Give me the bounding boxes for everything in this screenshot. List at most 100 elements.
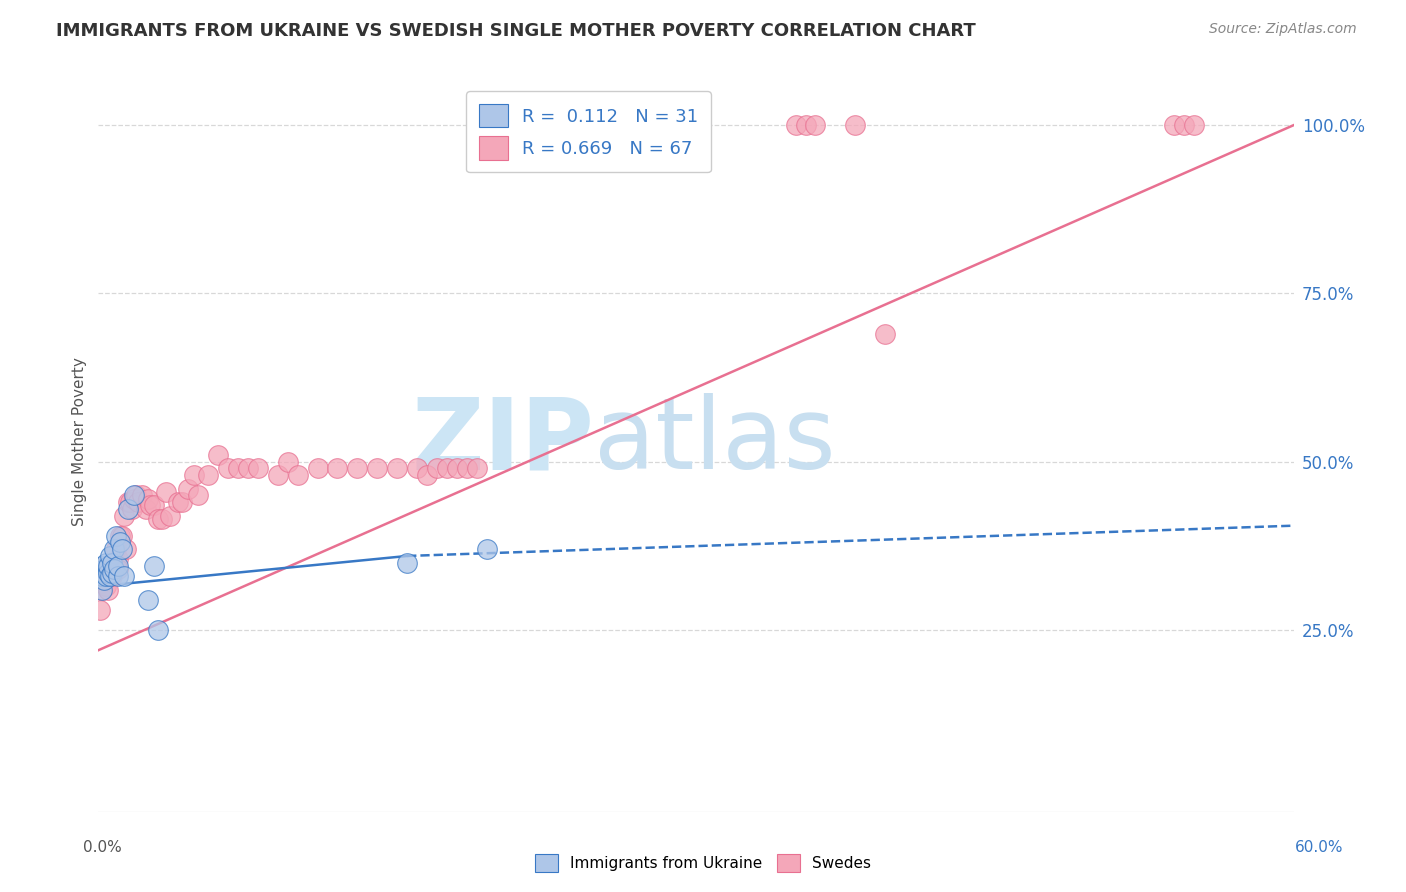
Point — [93, 566, 115, 580]
Point — [135, 501, 157, 516]
Point — [148, 623, 170, 637]
Point — [89, 562, 111, 576]
Point — [112, 569, 135, 583]
Point — [97, 566, 120, 580]
Point — [93, 569, 115, 583]
Point — [101, 556, 124, 570]
Text: atlas: atlas — [595, 393, 837, 490]
Point — [91, 582, 114, 597]
Point — [426, 461, 449, 475]
Point — [136, 491, 159, 506]
Point — [107, 552, 129, 566]
Legend: Immigrants from Ukraine, Swedes: Immigrants from Ukraine, Swedes — [527, 846, 879, 880]
Point — [91, 569, 114, 583]
Point — [446, 461, 468, 475]
Point — [110, 535, 132, 549]
Point — [97, 559, 120, 574]
Point — [396, 556, 419, 570]
Text: 60.0%: 60.0% — [1295, 840, 1343, 855]
Point — [246, 461, 269, 475]
Point — [131, 488, 153, 502]
Point — [91, 582, 114, 597]
Point — [89, 569, 111, 583]
Point — [167, 495, 190, 509]
Point — [111, 529, 134, 543]
Text: IMMIGRANTS FROM UKRAINE VS SWEDISH SINGLE MOTHER POVERTY CORRELATION CHART: IMMIGRANTS FROM UKRAINE VS SWEDISH SINGL… — [56, 22, 976, 40]
Point — [96, 579, 118, 593]
Point — [136, 592, 159, 607]
Point — [217, 461, 239, 475]
Point — [183, 468, 205, 483]
Point — [307, 461, 329, 475]
Point — [277, 455, 299, 469]
Point — [155, 485, 177, 500]
Point — [96, 569, 118, 583]
Point — [346, 461, 368, 475]
Point — [89, 603, 111, 617]
Point — [103, 562, 125, 576]
Point — [177, 482, 200, 496]
Point — [287, 468, 309, 483]
Point — [197, 468, 219, 483]
Point — [794, 118, 817, 132]
Point — [96, 556, 118, 570]
Y-axis label: Single Mother Poverty: Single Mother Poverty — [72, 357, 87, 526]
Text: ZIP: ZIP — [412, 393, 595, 490]
Point — [366, 461, 388, 475]
Point — [150, 512, 173, 526]
Point — [465, 461, 488, 475]
Point — [105, 529, 128, 543]
Point — [1182, 118, 1205, 132]
Point — [93, 562, 115, 576]
Legend: R =  0.112   N = 31, R = 0.669   N = 67: R = 0.112 N = 31, R = 0.669 N = 67 — [465, 92, 710, 172]
Point — [143, 559, 166, 574]
Point — [117, 501, 139, 516]
Point — [101, 566, 124, 580]
Point — [139, 499, 162, 513]
Point — [98, 569, 122, 583]
Point — [385, 461, 409, 475]
Point — [456, 461, 478, 475]
Point — [475, 542, 498, 557]
Point — [105, 542, 128, 557]
Point — [101, 569, 124, 583]
Point — [436, 461, 458, 475]
Point — [267, 468, 290, 483]
Point — [93, 573, 115, 587]
Point — [406, 461, 429, 475]
Point — [96, 569, 118, 583]
Point — [117, 495, 139, 509]
Point — [785, 118, 807, 132]
Point — [98, 559, 122, 574]
Point — [148, 512, 170, 526]
Point — [107, 569, 129, 583]
Point — [236, 461, 259, 475]
Point — [111, 542, 134, 557]
Point — [115, 542, 138, 557]
Point — [875, 326, 897, 341]
Point — [124, 491, 146, 506]
Point — [127, 495, 149, 509]
Point — [226, 461, 249, 475]
Point — [804, 118, 827, 132]
Point — [97, 582, 120, 597]
Point — [91, 559, 114, 574]
Point — [125, 488, 148, 502]
Point — [98, 549, 122, 563]
Point — [1163, 118, 1185, 132]
Point — [124, 488, 146, 502]
Point — [103, 559, 125, 574]
Point — [1173, 118, 1195, 132]
Point — [98, 569, 122, 583]
Point — [121, 501, 143, 516]
Point — [143, 499, 166, 513]
Point — [326, 461, 349, 475]
Point — [107, 562, 129, 576]
Point — [844, 118, 866, 132]
Point — [112, 508, 135, 523]
Point — [107, 559, 129, 574]
Text: Source: ZipAtlas.com: Source: ZipAtlas.com — [1209, 22, 1357, 37]
Point — [416, 468, 439, 483]
Point — [120, 495, 142, 509]
Point — [103, 542, 125, 557]
